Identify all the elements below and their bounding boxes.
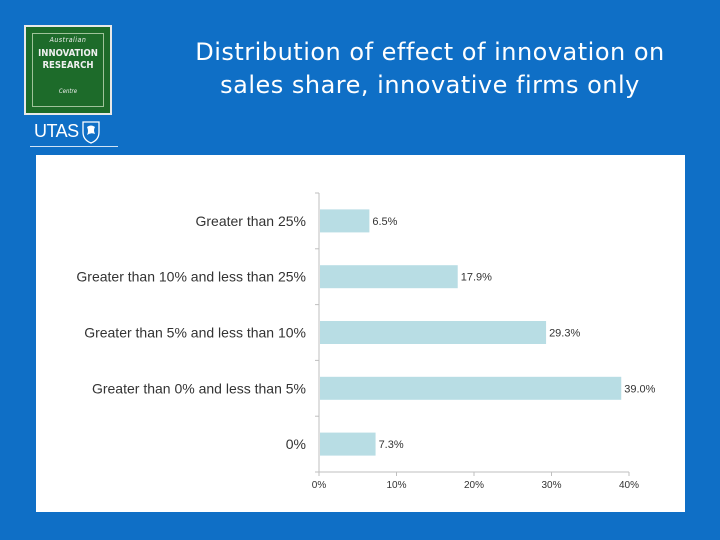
category-label: Greater than 25% [195,213,306,229]
logo-line-main: INNOVATION RESEARCH [26,48,110,72]
x-tick-label: 0% [312,480,327,491]
logo-line-research: RESEARCH [42,60,94,71]
chart-panel: 0% 10% 20% 30% 40% Greater than 25% 6.5% Greate… [36,155,685,512]
bar [320,376,622,400]
value-label: 6.5% [372,216,397,228]
bar [320,209,370,233]
value-label: 17.9% [461,272,492,284]
logo-line-innovation: INNOVATION [38,48,98,59]
utas-wordmark: UTAS [34,121,79,141]
x-tick-label: 30% [541,480,561,491]
category-label: Greater than 0% and less than 5% [92,380,306,396]
x-tick-label: 10% [386,480,406,491]
slide-title: Distribution of effect of innovation on … [140,36,720,102]
slide-title-line-1: Distribution of effect of innovation on [195,38,665,66]
value-label: 29.3% [549,328,580,340]
logo-line-centre: Centre [58,88,78,95]
logo-line-australian: Australian [49,36,87,44]
utas-divider [30,146,118,147]
bar [320,265,458,289]
value-label: 7.3% [379,439,404,451]
logo-inner-border [32,33,104,107]
utas-lion-icon [82,121,100,144]
x-tick-label: 20% [464,480,484,491]
bar [320,432,376,456]
innovation-research-centre-logo: Australian INNOVATION RESEARCH Centre [24,25,112,115]
category-label: Greater than 10% and less than 25% [76,269,306,285]
x-tick-label: 40% [619,480,639,491]
bar-chart: 0% 10% 20% 30% 40% Greater than 25% 6.5% Greate… [76,192,656,491]
category-label: Greater than 5% and less than 10% [84,325,306,341]
category-label: 0% [286,436,306,452]
value-label: 39.0% [624,383,655,395]
slide-title-line-2: sales share, innovative firms only [220,71,640,99]
bar [320,321,547,344]
